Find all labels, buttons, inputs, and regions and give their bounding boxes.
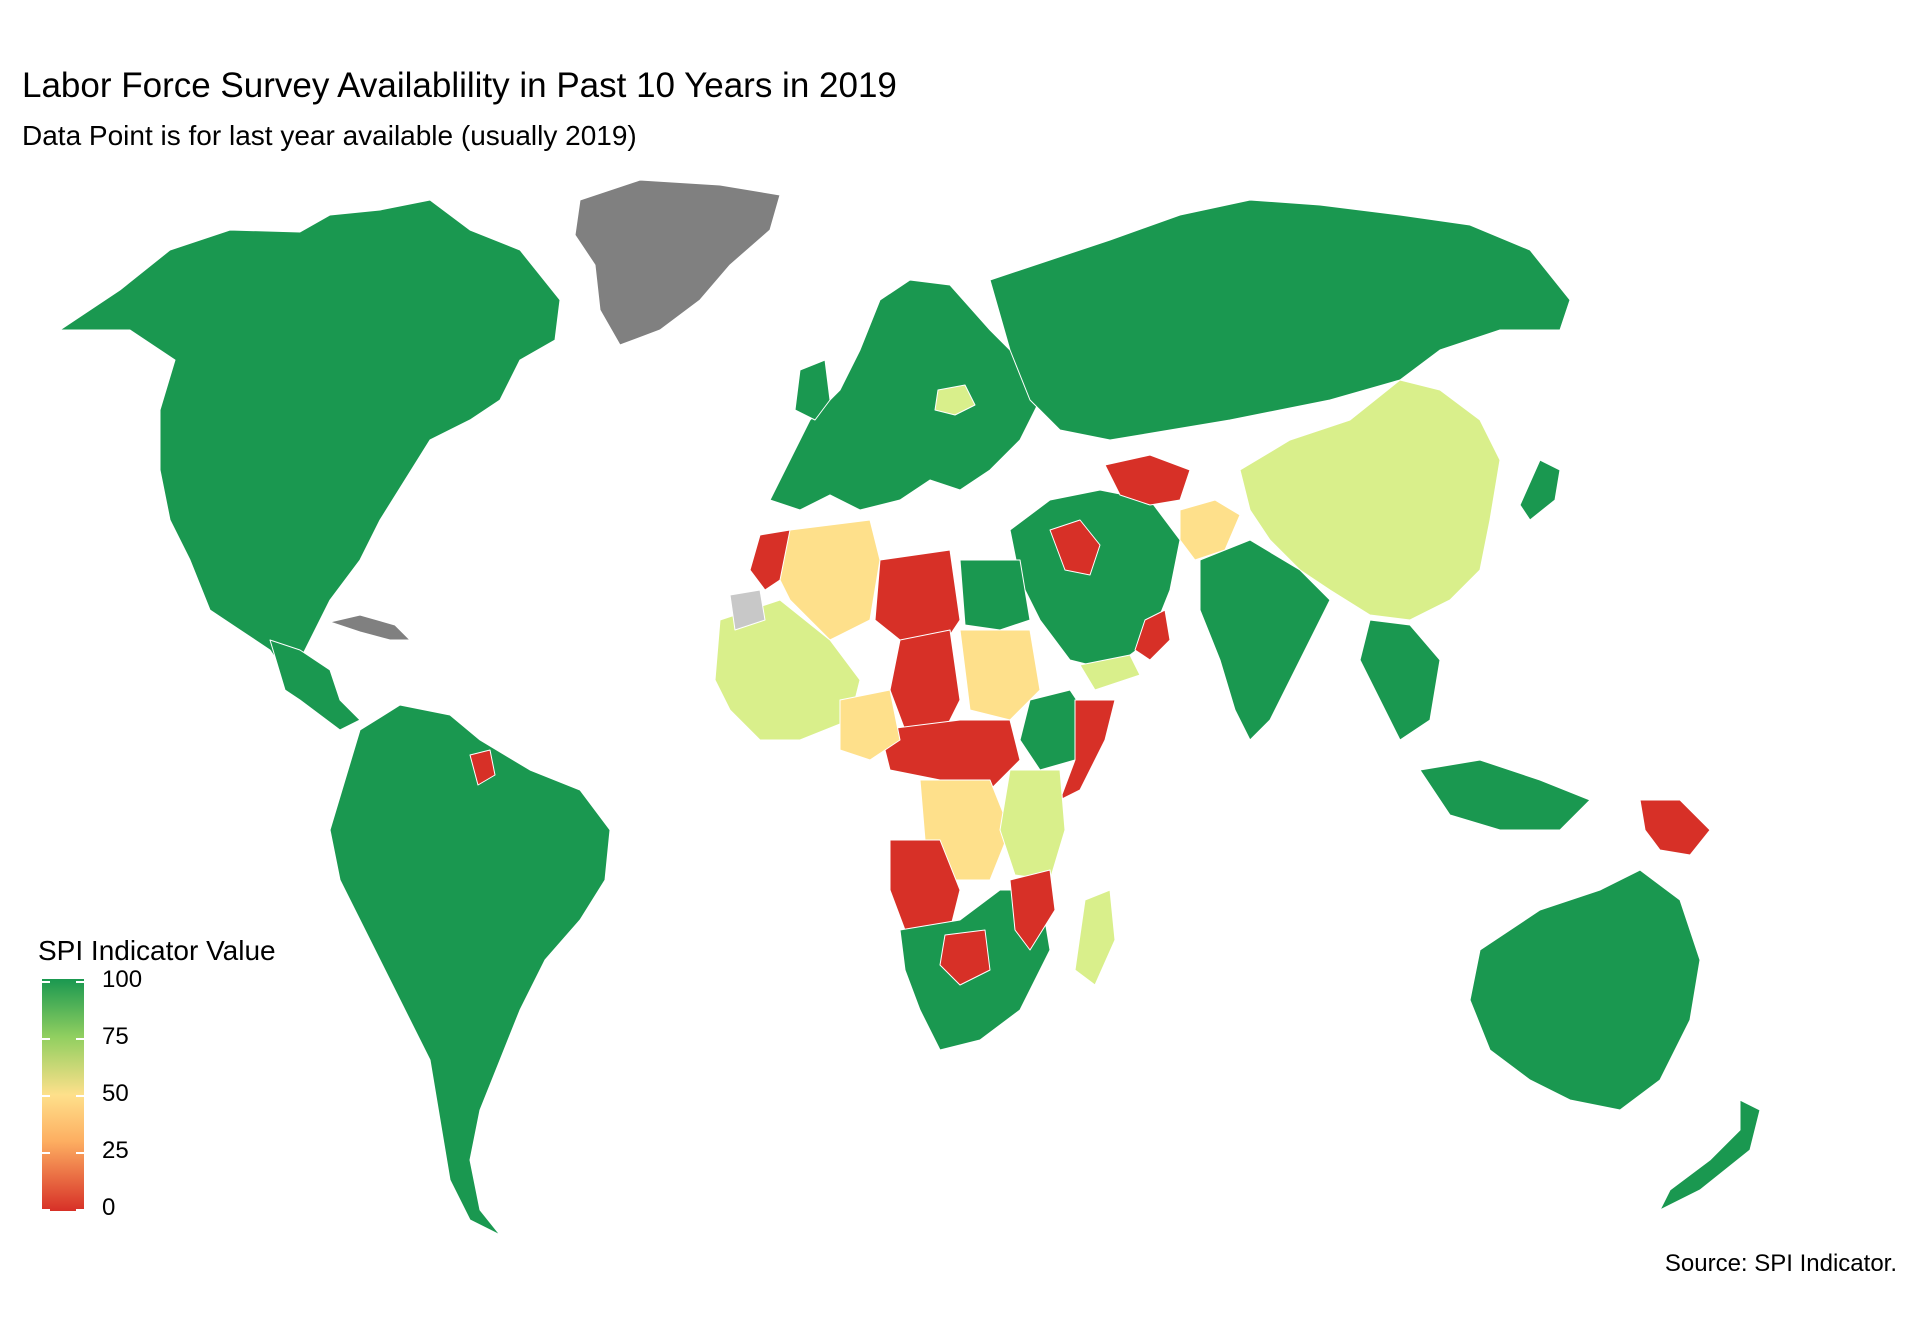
region-new-zealand [1659, 1099, 1761, 1211]
region-botswana [939, 929, 991, 986]
region-north-america [59, 199, 561, 681]
region-mozambique [1009, 869, 1056, 951]
region-japan [1519, 459, 1561, 521]
region-southeast-asia [1359, 619, 1441, 741]
region-west-africa [714, 599, 861, 741]
map-subtitle: Data Point is for last year available (u… [22, 120, 637, 151]
region-greenland [574, 179, 781, 346]
region-south-america [329, 704, 611, 1236]
region-russia [989, 199, 1571, 441]
region-nigeria [839, 689, 901, 761]
region-australia [1469, 869, 1701, 1111]
region-east-africa [999, 769, 1066, 881]
legend-title: SPI Indicator Value [38, 935, 276, 966]
region-papua-new-guinea [1639, 799, 1711, 856]
region-central-africa [879, 719, 1021, 791]
source-caption: Source: SPI Indicator. [1664, 1250, 1897, 1277]
region-somalia [1059, 699, 1116, 801]
region-madagascar [1074, 889, 1116, 986]
region-guianas [469, 749, 496, 786]
legend-tick-label: 25 [102, 1137, 129, 1164]
region-indonesia [1419, 759, 1591, 831]
region-oman [1134, 609, 1171, 661]
region-belarus [934, 384, 976, 416]
region-central-america [269, 639, 361, 731]
region-iraq [1049, 519, 1101, 576]
region-turkmenistan [1104, 454, 1191, 506]
legend-tick-label: 50 [102, 1080, 129, 1107]
region-india [1199, 539, 1331, 741]
legend-tick-label: 75 [102, 1023, 129, 1050]
region-cuba [329, 614, 411, 641]
region-egypt [959, 559, 1031, 631]
region-algeria [779, 519, 881, 641]
region-western-sahara [729, 589, 766, 631]
region-china [1239, 379, 1501, 621]
region-yemen [1079, 654, 1141, 691]
region-uk [794, 359, 831, 421]
map-title: Labor Force Survey Availablility in Past… [22, 66, 897, 105]
legend-tick-label: 100 [102, 966, 143, 993]
legend-tick-label: 0 [102, 1194, 116, 1221]
region-sudan [959, 629, 1041, 721]
